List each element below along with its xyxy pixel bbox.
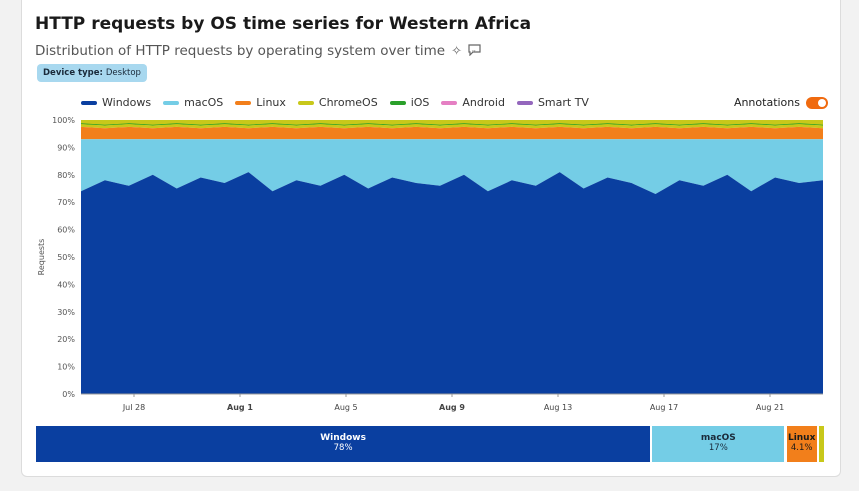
legend-swatch: [297, 100, 314, 105]
legend-item-linux[interactable]: Linux: [235, 96, 286, 109]
chart-card: HTTP requests by OS time series for West…: [21, 0, 841, 477]
legend-item-windows[interactable]: Windows: [81, 96, 151, 109]
legend-label: ChromeOS: [318, 96, 378, 109]
area-series-macos[interactable]: [81, 139, 823, 194]
x-tick-label: Aug 5: [334, 403, 357, 412]
legend-label: Smart TV: [537, 96, 589, 109]
area-series-linux[interactable]: [81, 126, 823, 140]
subtitle-text: Distribution of HTTP requests by operati…: [35, 43, 446, 59]
legend-label: iOS: [410, 96, 430, 109]
share-name: Linux: [787, 433, 816, 443]
share-percent: 17%: [708, 443, 728, 453]
area-series-windows[interactable]: [81, 172, 823, 394]
x-tick-label: Jul 28: [122, 403, 145, 412]
legend-label: Linux: [256, 96, 286, 109]
svg-text:,,: ,,: [472, 46, 476, 53]
filter-label: Device type:: [43, 68, 103, 78]
y-tick-label: 20%: [57, 335, 75, 344]
legend-swatch: [389, 100, 406, 105]
legend-swatch: [81, 100, 97, 105]
area-remainder: [81, 120, 823, 126]
share-percent: 78%: [333, 443, 353, 453]
chart-title: HTTP requests by OS time series for West…: [35, 14, 532, 34]
legend-item-macos[interactable]: macOS: [163, 96, 223, 109]
legend-label: Android: [462, 96, 505, 109]
y-tick-label: 60%: [57, 226, 75, 235]
legend-swatch: [516, 100, 533, 105]
quote-bubble-icon[interactable]: ,,: [468, 43, 481, 59]
y-tick-label: 30%: [57, 308, 75, 317]
legend-swatch: [163, 100, 180, 105]
x-tick-label: Aug 13: [544, 403, 572, 412]
y-axis-label: Requests: [37, 239, 46, 276]
annotations-control[interactable]: Annotations: [734, 96, 828, 109]
legend-label: macOS: [184, 96, 224, 109]
x-tick-label: Aug 9: [439, 403, 465, 412]
share-name: Windows: [320, 433, 366, 443]
area-series-chromeos[interactable]: [81, 124, 823, 129]
y-tick-label: 80%: [57, 171, 75, 180]
y-tick-label: 10%: [57, 363, 75, 372]
legend-item-smart-tv[interactable]: Smart TV: [516, 96, 589, 109]
y-tick-label: 50%: [57, 253, 75, 262]
y-tick-label: 100%: [52, 116, 75, 125]
legend-item-ios[interactable]: iOS: [389, 96, 430, 109]
area-series-ios[interactable]: [81, 123, 823, 126]
filter-value: Desktop: [105, 68, 141, 78]
share-segment-chromeos[interactable]: [818, 426, 824, 462]
legend-swatch: [441, 100, 458, 105]
legend-item-android[interactable]: Android: [441, 96, 505, 109]
legend-swatch: [235, 100, 252, 105]
annotations-label: Annotations: [733, 96, 800, 109]
device-type-filter[interactable]: Device type: Desktop: [37, 64, 147, 82]
legend-item-chromeos[interactable]: ChromeOS: [297, 96, 378, 109]
y-tick-label: 70%: [57, 198, 75, 207]
chart-subtitle: Distribution of HTTP requests by operati…: [35, 43, 481, 59]
y-tick-label: 40%: [57, 280, 75, 289]
annotations-toggle[interactable]: [806, 96, 828, 109]
sparkle-icon[interactable]: ✧: [451, 43, 463, 59]
share-name: macOS: [700, 433, 736, 443]
y-tick-label: 90%: [57, 143, 75, 152]
share-percent: 4.1%: [790, 443, 813, 453]
y-tick-label: 0%: [62, 390, 75, 399]
share-segment-macos[interactable]: macOS 17%: [652, 426, 785, 462]
legend-label: Windows: [102, 96, 152, 109]
x-tick-label: Aug 21: [756, 403, 784, 412]
share-summary-bar: Windows 78% macOS 17% Linux 4.1%: [36, 426, 826, 462]
x-tick-label: Aug 1: [227, 403, 253, 412]
chart-legend: Windows macOS Linux ChromeOS iOS Android Smart…: [81, 96, 589, 109]
area-chart: 0% 10% 20% 30% 40% 50% 60% 70% 80% 90% 100% Request…: [37, 116, 823, 412]
share-segment-windows[interactable]: Windows 78%: [36, 426, 651, 462]
share-segment-linux[interactable]: Linux 4.1%: [786, 426, 817, 462]
x-tick-label: Aug 17: [650, 403, 678, 412]
